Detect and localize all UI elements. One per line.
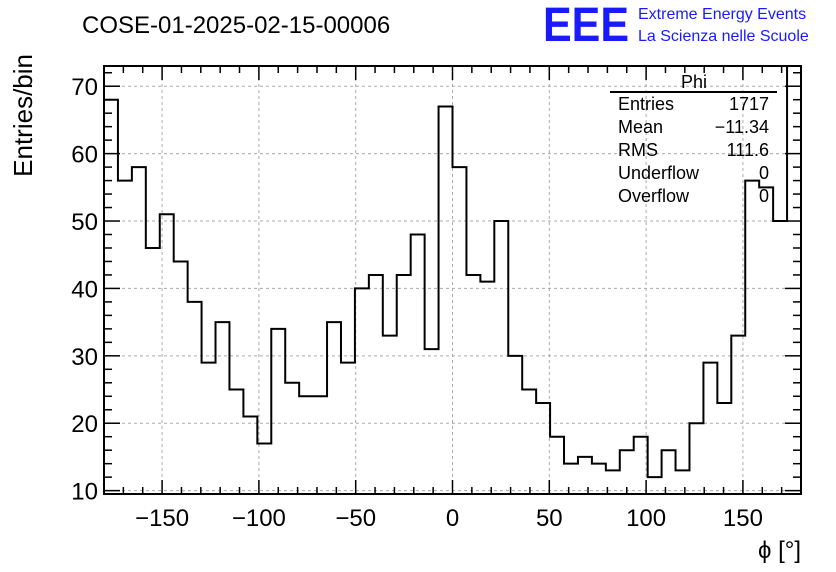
x-axis-label: ϕ [°] <box>758 537 801 564</box>
histogram-bin <box>202 363 216 494</box>
histogram-bin <box>118 181 132 494</box>
histogram-bin <box>229 390 243 494</box>
histogram-outline <box>104 66 801 494</box>
histogram-bin <box>578 457 592 494</box>
histogram-bin <box>439 106 453 494</box>
y-tick-label: 40 <box>71 276 98 303</box>
histogram-bin <box>271 329 285 494</box>
histogram-bin <box>466 275 480 494</box>
histogram-bin <box>397 275 411 494</box>
histogram-bin <box>480 282 494 494</box>
histogram-bars <box>104 66 801 494</box>
histogram-bin <box>676 470 690 494</box>
stats-value: −11.34 <box>715 117 769 137</box>
histogram-bin <box>355 288 369 494</box>
stats-title: Phi <box>681 72 707 92</box>
histogram-bin <box>383 336 397 494</box>
histogram-bin <box>174 261 188 494</box>
stats-value: 0 <box>759 163 769 183</box>
histogram-bin <box>160 214 174 494</box>
histogram-bin <box>104 100 118 494</box>
histogram-bin <box>508 356 522 494</box>
histogram-bin <box>731 336 745 494</box>
eee-logo-mark: EEE <box>543 0 629 52</box>
histogram-bin <box>369 275 383 494</box>
y-tick-label: 30 <box>71 344 98 371</box>
y-axis-label: Entries/bin <box>8 54 38 177</box>
histogram-bin <box>425 349 439 494</box>
y-tick-label: 70 <box>71 74 98 101</box>
y-tick-label: 10 <box>71 479 98 506</box>
x-tick-label: 50 <box>536 505 563 532</box>
eee-logo-line1: Extreme Energy Events <box>638 6 806 23</box>
stats-box: Phi Entries 1717 Mean −11.34 RMS 111.6 Underfl… <box>610 72 777 206</box>
histogram-bin <box>689 423 703 494</box>
axes: −150 −100 −50 0 50 100 150 10 20 30 40 50 60 70 <box>71 65 802 532</box>
stats-label: Mean <box>618 117 663 137</box>
x-tick-label: −100 <box>232 505 286 532</box>
stats-value: 1717 <box>729 94 769 114</box>
histogram-bin <box>243 416 257 494</box>
histogram-bin <box>759 187 773 494</box>
stats-label: Entries <box>618 94 674 114</box>
eee-logo-line2: La Scienza nelle Scuole <box>638 28 809 45</box>
x-tick-label: 150 <box>723 505 763 532</box>
histogram-bin <box>536 403 550 494</box>
x-tick-label: 100 <box>626 505 666 532</box>
y-tick-label: 50 <box>71 209 98 236</box>
histogram-bin <box>703 363 717 494</box>
histogram-bin <box>662 450 676 494</box>
stats-value: 111.6 <box>727 140 769 160</box>
x-tick-label: 0 <box>446 505 459 532</box>
histogram-bin <box>648 477 662 494</box>
histogram-bin <box>313 396 327 494</box>
histogram-bin <box>216 322 230 494</box>
eee-logo: EEE Extreme Energy Events La Scienza nel… <box>543 0 809 52</box>
histogram-bin <box>411 235 425 494</box>
histogram-bin <box>787 66 801 494</box>
x-tick-label: −150 <box>135 505 189 532</box>
chart-title: COSE-01-2025-02-15-00006 <box>82 12 390 39</box>
stats-label: Overflow <box>618 186 690 206</box>
stats-label: RMS <box>618 140 658 160</box>
histogram-bin <box>592 464 606 494</box>
histogram-bin <box>299 396 313 494</box>
histogram-bin <box>341 363 355 494</box>
histogram-bin <box>327 322 341 494</box>
histogram-bin <box>494 221 508 494</box>
histogram-bin <box>773 221 787 494</box>
stats-rows: Entries 1717 Mean −11.34 RMS 111.6 Underflow 0 O… <box>618 94 769 206</box>
histogram-bin <box>564 464 578 494</box>
histogram-bin <box>522 390 536 494</box>
y-tick-label: 60 <box>71 142 98 169</box>
stats-value: 0 <box>759 186 769 206</box>
histogram-bin <box>285 383 299 494</box>
histogram-bin <box>132 167 146 494</box>
histogram-bin <box>550 437 564 494</box>
x-tick-label: −50 <box>335 505 376 532</box>
y-tick-label: 20 <box>71 411 98 438</box>
histogram-bin <box>453 167 467 494</box>
histogram-bin <box>745 181 759 494</box>
histogram-bin <box>146 248 160 494</box>
histogram-bin <box>717 403 731 494</box>
stats-label: Underflow <box>618 163 700 183</box>
histogram-bin <box>188 302 202 494</box>
